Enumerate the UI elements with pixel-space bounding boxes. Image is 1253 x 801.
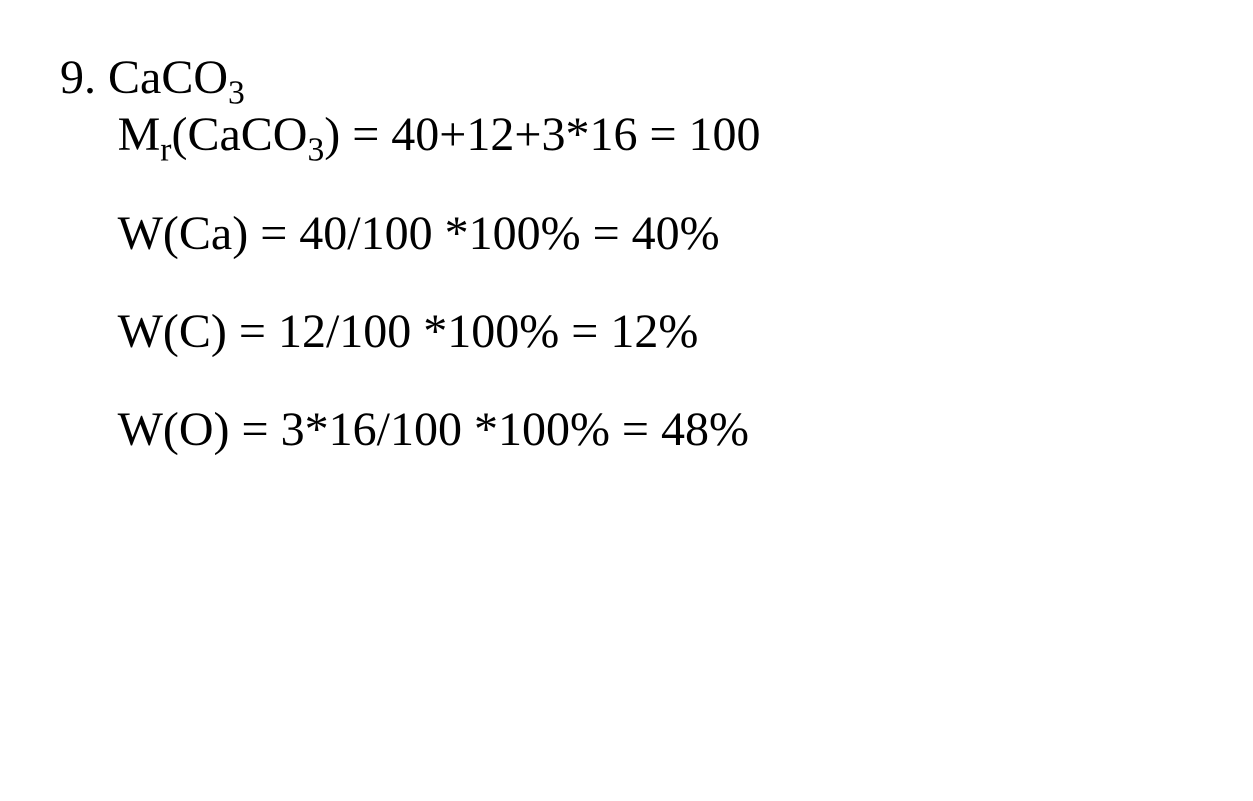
w-c-expression: W(C) = 12/100 *100% = 12% — [118, 305, 699, 358]
w-ca-expression: W(Ca) = 40/100 *100% = 40% — [118, 207, 720, 260]
line-mass-fraction-c: W(C) = 12/100 *100% = 12% — [60, 304, 1193, 359]
compound-formula: CaCO3 — [108, 51, 245, 104]
w-o-expression: W(O) = 3*16/100 *100% = 48% — [118, 403, 749, 456]
line-mass-fraction-o: W(O) = 3*16/100 *100% = 48% — [60, 402, 1193, 457]
line-mass-fraction-ca: W(Ca) = 40/100 *100% = 40% — [60, 206, 1193, 261]
molar-mass-expression: Mr(CaCO3) = 40+12+3*16 = 100 — [118, 108, 761, 161]
problem-number: 9. — [60, 51, 96, 104]
line-formula: 9. CaCO3 — [60, 50, 1193, 105]
line-molar-mass: Mr(CaCO3) = 40+12+3*16 = 100 — [60, 107, 1193, 162]
